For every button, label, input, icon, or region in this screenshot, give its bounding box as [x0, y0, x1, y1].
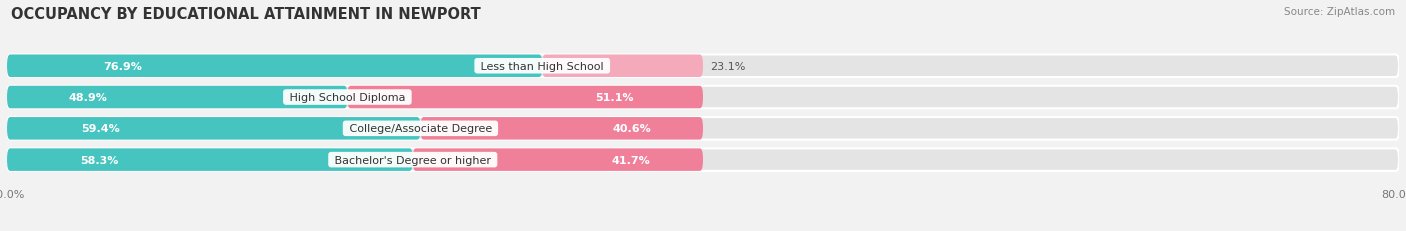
Text: 41.7%: 41.7%: [612, 155, 650, 165]
FancyBboxPatch shape: [420, 118, 703, 140]
FancyBboxPatch shape: [413, 149, 703, 171]
Legend: Owner-occupied, Renter-occupied: Owner-occupied, Renter-occupied: [586, 229, 820, 231]
FancyBboxPatch shape: [7, 55, 1399, 78]
Text: 40.6%: 40.6%: [613, 124, 652, 134]
Text: OCCUPANCY BY EDUCATIONAL ATTAINMENT IN NEWPORT: OCCUPANCY BY EDUCATIONAL ATTAINMENT IN N…: [11, 7, 481, 22]
Text: 23.1%: 23.1%: [710, 61, 745, 71]
Text: 48.9%: 48.9%: [69, 93, 107, 103]
FancyBboxPatch shape: [347, 86, 703, 109]
Text: 51.1%: 51.1%: [595, 93, 633, 103]
FancyBboxPatch shape: [7, 118, 1399, 140]
FancyBboxPatch shape: [7, 149, 1399, 171]
Text: Less than High School: Less than High School: [477, 61, 607, 71]
Text: 76.9%: 76.9%: [104, 61, 142, 71]
FancyBboxPatch shape: [7, 149, 413, 171]
Text: Bachelor's Degree or higher: Bachelor's Degree or higher: [330, 155, 495, 165]
FancyBboxPatch shape: [543, 55, 703, 78]
FancyBboxPatch shape: [7, 118, 420, 140]
Text: 58.3%: 58.3%: [80, 155, 118, 165]
Text: Source: ZipAtlas.com: Source: ZipAtlas.com: [1284, 7, 1395, 17]
Text: College/Associate Degree: College/Associate Degree: [346, 124, 495, 134]
Text: High School Diploma: High School Diploma: [285, 93, 409, 103]
FancyBboxPatch shape: [7, 86, 347, 109]
FancyBboxPatch shape: [7, 55, 543, 78]
Text: 59.4%: 59.4%: [82, 124, 120, 134]
FancyBboxPatch shape: [7, 86, 1399, 109]
